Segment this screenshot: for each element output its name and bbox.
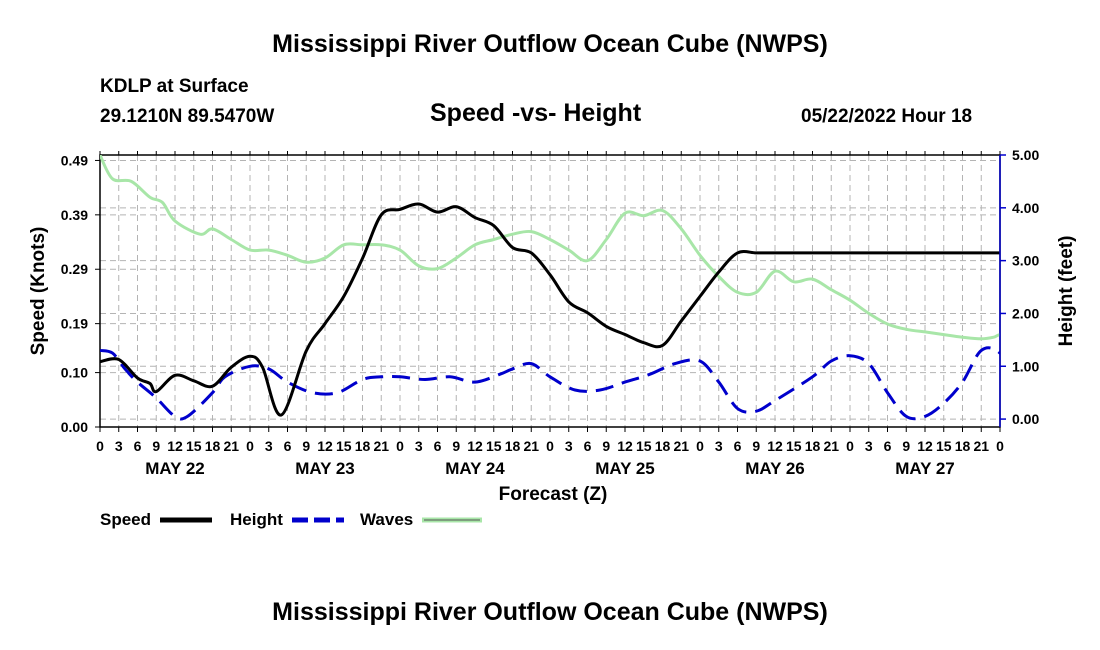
x-tick-label: 6 xyxy=(284,438,292,454)
legend: Speed Height Waves xyxy=(100,510,482,529)
axis-layer: 0 3 6 9 12 15 18 21 0 3 6 9 12 15 18 21 0 3 6 9 12 15 18 21 0 3 6 9… xyxy=(61,147,1040,478)
x-tick-label: 12 xyxy=(767,438,783,454)
x-tick-label: 12 xyxy=(617,438,633,454)
y-tick-label-left: 0.49 xyxy=(61,152,88,168)
y-tick-label-left: 0.00 xyxy=(61,419,88,435)
x-tick-label: 15 xyxy=(636,438,652,454)
day-label: MAY 25 xyxy=(595,459,655,478)
x-tick-label: 0 xyxy=(96,438,104,454)
forecast-datestamp: 05/22/2022 Hour 18 xyxy=(801,106,973,127)
x-tick-label: 21 xyxy=(373,438,389,454)
speed-series-line xyxy=(100,202,1000,417)
day-label: MAY 26 xyxy=(745,459,805,478)
x-tick-label: 15 xyxy=(786,438,802,454)
x-tick-label: 21 xyxy=(523,438,539,454)
legend-label-waves: Waves xyxy=(360,510,413,529)
x-tick-label: 18 xyxy=(805,438,821,454)
x-tick-label: 0 xyxy=(246,438,254,454)
x-tick-label: 18 xyxy=(355,438,371,454)
x-tick-label: 6 xyxy=(584,438,592,454)
x-tick-label: 3 xyxy=(565,438,573,454)
x-tick-label: 6 xyxy=(734,438,742,454)
y-tick-label-left: 0.19 xyxy=(61,316,88,332)
series-layer xyxy=(100,155,1000,421)
y-tick-label-left: 0.29 xyxy=(61,261,88,277)
x-tick-label: 3 xyxy=(865,438,873,454)
x-tick-label: 12 xyxy=(917,438,933,454)
height-series-line xyxy=(100,346,1000,421)
bottom-title: Mississippi River Outflow Ocean Cube (NW… xyxy=(272,598,828,626)
x-tick-label: 9 xyxy=(602,438,610,454)
station-coords: 29.1210N 89.5470W xyxy=(100,106,275,127)
x-tick-label: 9 xyxy=(452,438,460,454)
x-tick-label: 15 xyxy=(336,438,352,454)
waves-series-line xyxy=(100,155,1000,341)
chart-title: Speed -vs- Height xyxy=(430,99,642,127)
station-label: KDLP at Surface xyxy=(100,76,249,97)
y-tick-label-right: 0.00 xyxy=(1012,411,1039,427)
x-tick-label: 21 xyxy=(973,438,989,454)
y-tick-label-right: 5.00 xyxy=(1012,147,1039,163)
day-label: MAY 27 xyxy=(895,459,955,478)
main-title: Mississippi River Outflow Ocean Cube (NW… xyxy=(272,30,828,58)
grid-layer xyxy=(100,154,1000,427)
y-tick-label-right: 4.00 xyxy=(1012,200,1039,216)
x-tick-label: 12 xyxy=(317,438,333,454)
x-tick-label: 0 xyxy=(546,438,554,454)
y-axis-right-label: Height (feet) xyxy=(1056,236,1077,347)
y-tick-label-left: 0.10 xyxy=(61,365,88,381)
x-tick-label: 21 xyxy=(223,438,239,454)
legend-label-speed: Speed xyxy=(100,510,151,529)
x-tick-label: 3 xyxy=(715,438,723,454)
day-label: MAY 22 xyxy=(145,459,205,478)
x-tick-label: 0 xyxy=(396,438,404,454)
x-tick-label: 15 xyxy=(936,438,952,454)
x-tick-label: 21 xyxy=(823,438,839,454)
x-tick-label: 18 xyxy=(955,438,971,454)
y-tick-label-left: 0.39 xyxy=(61,207,88,223)
x-axis-label: Forecast (Z) xyxy=(499,484,608,505)
x-tick-label: 0 xyxy=(846,438,854,454)
x-tick-label: 9 xyxy=(902,438,910,454)
x-tick-label: 9 xyxy=(152,438,160,454)
x-tick-label: 6 xyxy=(434,438,442,454)
day-label: MAY 24 xyxy=(445,459,505,478)
legend-label-height: Height xyxy=(230,510,283,529)
x-tick-label: 0 xyxy=(696,438,704,454)
y-tick-label-right: 2.00 xyxy=(1012,305,1039,321)
x-tick-label: 0 xyxy=(996,438,1004,454)
x-tick-label: 12 xyxy=(467,438,483,454)
x-tick-label: 3 xyxy=(115,438,123,454)
x-tick-label: 3 xyxy=(265,438,273,454)
x-tick-label: 15 xyxy=(186,438,202,454)
x-tick-label: 6 xyxy=(884,438,892,454)
x-tick-label: 18 xyxy=(205,438,221,454)
x-tick-label: 9 xyxy=(752,438,760,454)
y-tick-label-right: 1.00 xyxy=(1012,358,1039,374)
x-tick-label: 9 xyxy=(302,438,310,454)
y-tick-label-right: 3.00 xyxy=(1012,253,1039,269)
x-tick-label: 18 xyxy=(505,438,521,454)
x-tick-label: 18 xyxy=(655,438,671,454)
x-tick-label: 6 xyxy=(134,438,142,454)
x-tick-label: 21 xyxy=(673,438,689,454)
x-tick-label: 3 xyxy=(415,438,423,454)
x-tick-label: 15 xyxy=(486,438,502,454)
x-tick-label: 12 xyxy=(167,438,183,454)
y-axis-left-label: Speed (Knots) xyxy=(28,227,49,356)
day-label: MAY 23 xyxy=(295,459,355,478)
